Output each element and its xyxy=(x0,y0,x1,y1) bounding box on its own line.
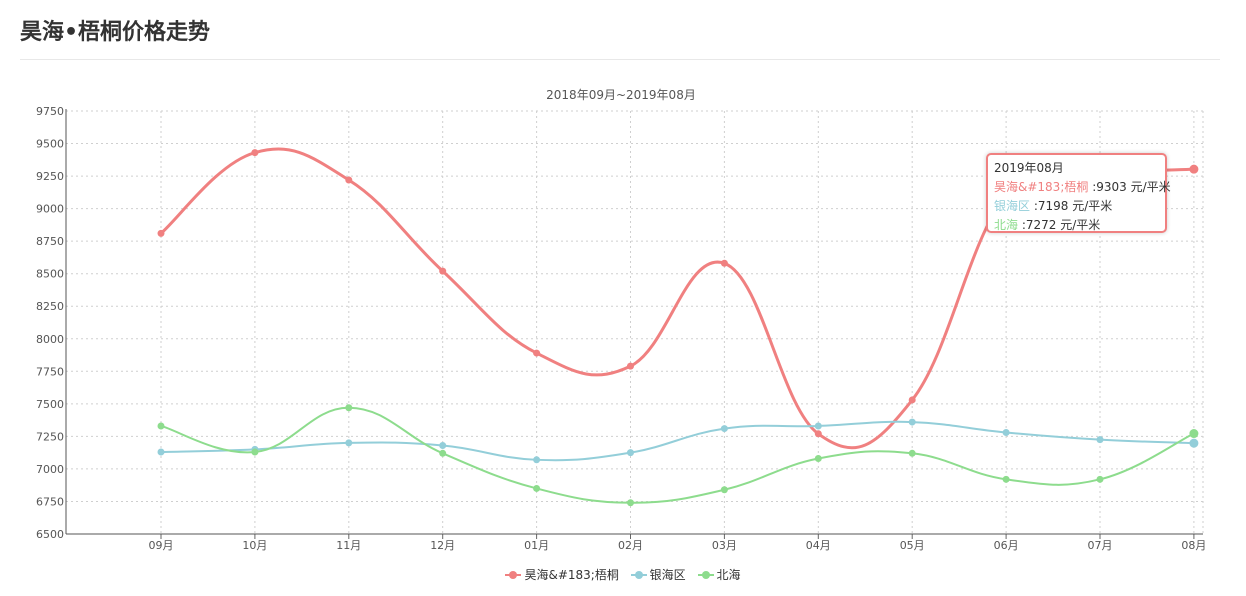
y-tick-label: 9250 xyxy=(36,170,64,183)
data-point xyxy=(814,422,822,430)
y-tick-label: 8250 xyxy=(36,300,64,313)
x-tick-label: 01月 xyxy=(524,539,549,552)
data-point xyxy=(533,456,541,464)
data-point xyxy=(908,449,916,457)
legend-label: 银海区 xyxy=(649,568,686,582)
y-tick-label: 8500 xyxy=(36,268,64,281)
data-point xyxy=(533,484,541,492)
tooltip-value: 7272 xyxy=(1025,218,1057,232)
series-line-2 xyxy=(160,406,1195,504)
title-divider xyxy=(20,59,1220,60)
data-point xyxy=(251,448,259,456)
tooltip-unit: 元/平米 xyxy=(1072,199,1113,213)
tooltip-title: 2019年08月 xyxy=(994,161,1064,175)
data-point xyxy=(345,176,353,184)
series-line-1 xyxy=(160,420,1194,462)
x-tick-label: 03月 xyxy=(712,539,737,552)
legend-line-icon xyxy=(697,569,714,581)
data-point xyxy=(720,425,728,433)
x-tick-label: 06月 xyxy=(994,539,1019,552)
data-point xyxy=(814,430,822,438)
legend-item-beihai[interactable]: 北海 xyxy=(697,566,741,583)
data-point xyxy=(157,229,165,237)
y-tick-label: 7500 xyxy=(36,398,64,411)
y-tick-label: 8750 xyxy=(36,235,64,248)
page-title: 昊海•梧桐价格走势 xyxy=(20,20,211,45)
tooltip-row-haohai: 昊海&#183;梧桐 :9303 元/平米 xyxy=(994,180,1171,194)
data-point xyxy=(627,499,634,507)
x-tick-label: 11月 xyxy=(336,539,361,552)
tooltip-value: 9303 xyxy=(1096,180,1127,194)
tooltip-series-name: 北海 xyxy=(994,218,1019,232)
axes: 6500 6750 7000 7250 7500 7750 8000 8250 8500 8750… xyxy=(36,105,1206,552)
y-tick-label: 9000 xyxy=(36,203,64,216)
data-point xyxy=(627,362,634,370)
data-point xyxy=(908,396,916,404)
data-point xyxy=(908,418,916,426)
legend-line-icon xyxy=(505,569,522,581)
data-point xyxy=(1002,428,1010,436)
data-point xyxy=(157,422,165,430)
data-point xyxy=(720,259,728,267)
data-point xyxy=(345,439,353,447)
legend-item-yinhai[interactable]: 银海区 xyxy=(630,566,686,583)
legend-line-icon xyxy=(630,569,647,581)
tooltip-unit: 元/平米 xyxy=(1060,218,1101,232)
data-point xyxy=(439,449,447,457)
y-tick-label: 9750 xyxy=(36,105,64,118)
y-tick-label: 6750 xyxy=(36,495,64,508)
x-tick-label: 05月 xyxy=(900,539,925,552)
y-tick-label: 7250 xyxy=(36,430,64,443)
data-point xyxy=(345,404,353,412)
data-point xyxy=(1096,475,1104,483)
tooltip-unit: 元/平米 xyxy=(1130,180,1171,194)
data-point xyxy=(1189,429,1199,439)
tooltip-value: 7198 xyxy=(1037,199,1069,213)
tooltip-series-name: 昊海&#183;梧桐 xyxy=(994,180,1089,194)
y-tick-label: 8000 xyxy=(36,333,64,346)
y-tick-label: 7000 xyxy=(36,463,64,476)
legend-label: 北海 xyxy=(716,568,741,582)
x-tick-label: 04月 xyxy=(806,539,831,552)
chart-legend: 昊海&#183;梧桐 银海区 北海 xyxy=(0,566,1246,584)
x-tick-label: 07月 xyxy=(1088,539,1113,552)
data-point xyxy=(814,455,822,463)
data-point xyxy=(1189,438,1199,448)
data-point xyxy=(627,449,634,457)
data-point xyxy=(1189,164,1199,174)
hover-tooltip: 2019年08月 昊海&#183;梧桐 :9303 元/平米 银海区 :7198… xyxy=(986,153,1171,233)
data-point xyxy=(1002,475,1010,483)
x-tick-label: 09月 xyxy=(149,539,174,552)
data-point xyxy=(533,349,541,357)
tooltip-row-beihai: 北海 :7272 元/平米 xyxy=(994,218,1101,232)
y-tick-label: 6500 xyxy=(36,528,64,541)
x-tick-label: 08月 xyxy=(1181,539,1206,552)
data-point xyxy=(1096,436,1104,444)
data-point xyxy=(720,486,728,494)
x-tick-label: 12月 xyxy=(430,539,455,552)
data-point xyxy=(439,441,447,449)
tooltip-series-name: 银海区 xyxy=(994,199,1031,213)
data-point xyxy=(251,149,259,157)
legend-item-haohai[interactable]: 昊海&#183;梧桐 xyxy=(505,566,619,583)
x-tick-label: 10月 xyxy=(242,539,267,552)
x-tick-label: 02月 xyxy=(618,539,643,552)
data-point xyxy=(157,448,165,456)
legend-label: 昊海&#183;梧桐 xyxy=(524,568,619,582)
chart-subtitle: 2018年09月~2019年08月 xyxy=(546,88,696,102)
y-tick-label: 9500 xyxy=(36,138,64,151)
tooltip-row-yinhai: 银海区 :7198 元/平米 xyxy=(994,199,1113,213)
y-tick-label: 7750 xyxy=(36,365,64,378)
data-point xyxy=(439,267,447,275)
